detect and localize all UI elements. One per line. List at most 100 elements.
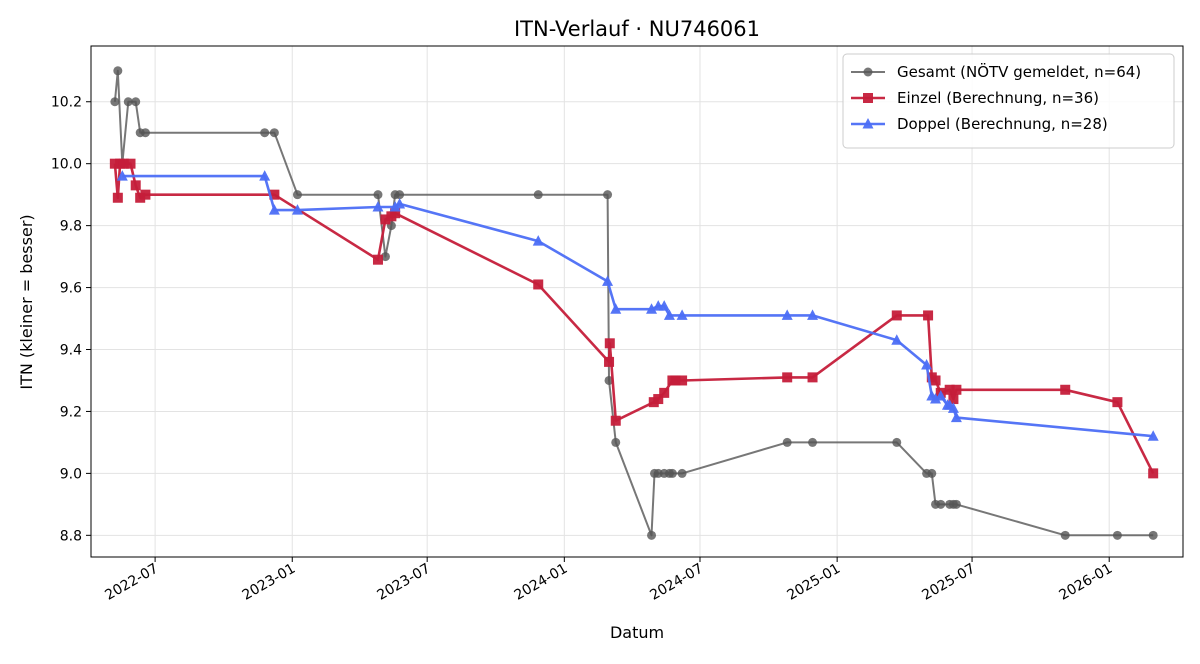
x-tick-label: 2022-07 <box>102 561 161 604</box>
y-tick-label: 9.6 <box>60 281 82 297</box>
data-point <box>610 303 622 314</box>
data-point <box>395 190 405 200</box>
y-tick-label: 10.0 <box>51 157 82 173</box>
data-point <box>602 275 614 286</box>
series-layer <box>109 66 1159 540</box>
data-point <box>1112 397 1123 408</box>
data-point <box>113 66 123 76</box>
series-circle-0 <box>110 66 1158 540</box>
series-square-1 <box>109 158 1159 479</box>
data-point <box>930 375 941 386</box>
data-point <box>603 190 613 200</box>
data-point <box>533 190 543 200</box>
x-tick-label: 2026-01 <box>1057 561 1116 604</box>
data-point <box>1112 530 1122 540</box>
data-point <box>604 356 615 367</box>
data-point <box>140 128 150 138</box>
data-point <box>930 393 942 404</box>
x-tick-label: 2023-07 <box>375 561 434 604</box>
data-point <box>677 375 688 386</box>
data-point <box>1147 430 1159 441</box>
data-point <box>950 411 962 423</box>
data-point <box>269 189 280 200</box>
data-point <box>110 97 120 107</box>
data-point <box>891 310 902 321</box>
data-point <box>380 214 391 225</box>
data-point <box>663 309 675 320</box>
data-point <box>611 437 621 447</box>
data-point <box>653 394 664 405</box>
data-point <box>781 309 793 320</box>
x-axis-label: Datum <box>610 623 664 642</box>
data-point <box>935 389 947 401</box>
data-point <box>390 208 401 219</box>
data-point <box>533 279 544 290</box>
data-point <box>951 384 962 395</box>
x-tick-label: 2024-01 <box>512 561 571 604</box>
legend-swatch-marker <box>863 67 873 77</box>
data-point <box>269 128 279 138</box>
data-point <box>947 402 959 413</box>
data-point <box>1060 530 1070 540</box>
data-point <box>291 204 303 215</box>
x-tick-label: 2025-07 <box>919 561 978 604</box>
data-point <box>292 190 302 200</box>
data-point <box>1060 384 1071 395</box>
y-tick-label: 9.4 <box>60 343 82 359</box>
data-point <box>1148 530 1158 540</box>
x-tick-label: 2025-01 <box>784 561 843 604</box>
data-point <box>1148 468 1159 479</box>
legend-box <box>842 53 1175 149</box>
data-point <box>131 97 141 107</box>
x-tick-label: 2023-01 <box>240 561 299 604</box>
data-point <box>372 201 384 212</box>
data-point <box>112 192 123 203</box>
data-point <box>610 415 621 426</box>
data-point <box>389 201 401 212</box>
legend-label: Einzel (Berechnung, n=36) <box>897 89 1099 107</box>
grid-lines <box>91 46 1183 557</box>
data-point <box>373 190 383 200</box>
data-point <box>948 394 959 405</box>
x-tick-label: 2024-07 <box>647 561 706 604</box>
data-point <box>646 303 658 314</box>
data-point <box>951 499 961 509</box>
data-point <box>118 158 129 169</box>
data-point <box>936 499 946 509</box>
data-point <box>647 530 657 540</box>
legend-label: Gesamt (NÖTV gemeldet, n=64) <box>897 62 1141 81</box>
data-point <box>921 358 933 370</box>
data-point <box>923 310 934 321</box>
y-tick-label: 9.8 <box>60 219 82 235</box>
data-point <box>140 189 151 200</box>
data-point <box>259 170 271 181</box>
legend-label: Doppel (Berechnung, n=28) <box>897 115 1108 133</box>
y-axis-label: ITN (kleiner = besser) <box>17 214 36 389</box>
data-point <box>659 387 670 398</box>
data-point <box>130 180 141 191</box>
data-point <box>782 437 792 447</box>
data-point <box>394 197 406 209</box>
data-point <box>109 158 120 169</box>
data-point <box>372 254 383 265</box>
data-point <box>135 192 146 203</box>
data-point <box>676 309 688 320</box>
y-tick-label: 9.2 <box>60 404 82 420</box>
series-triangle-2 <box>116 170 1159 441</box>
legend: Gesamt (NÖTV gemeldet, n=64) Einzel (Bere… <box>842 53 1175 149</box>
legend-swatch-marker <box>863 93 873 103</box>
series-line <box>122 174 1154 438</box>
data-point <box>123 97 133 107</box>
data-point <box>944 384 955 395</box>
data-point <box>677 468 687 478</box>
data-point <box>260 128 270 138</box>
data-point <box>380 252 390 262</box>
data-point <box>808 437 818 447</box>
data-point <box>927 468 937 478</box>
legend-swatch-marker <box>862 118 874 129</box>
chart-title: ITN-Verlauf · NU746061 <box>514 17 760 41</box>
data-point <box>807 372 818 383</box>
y-tick-label: 9.0 <box>60 466 82 482</box>
